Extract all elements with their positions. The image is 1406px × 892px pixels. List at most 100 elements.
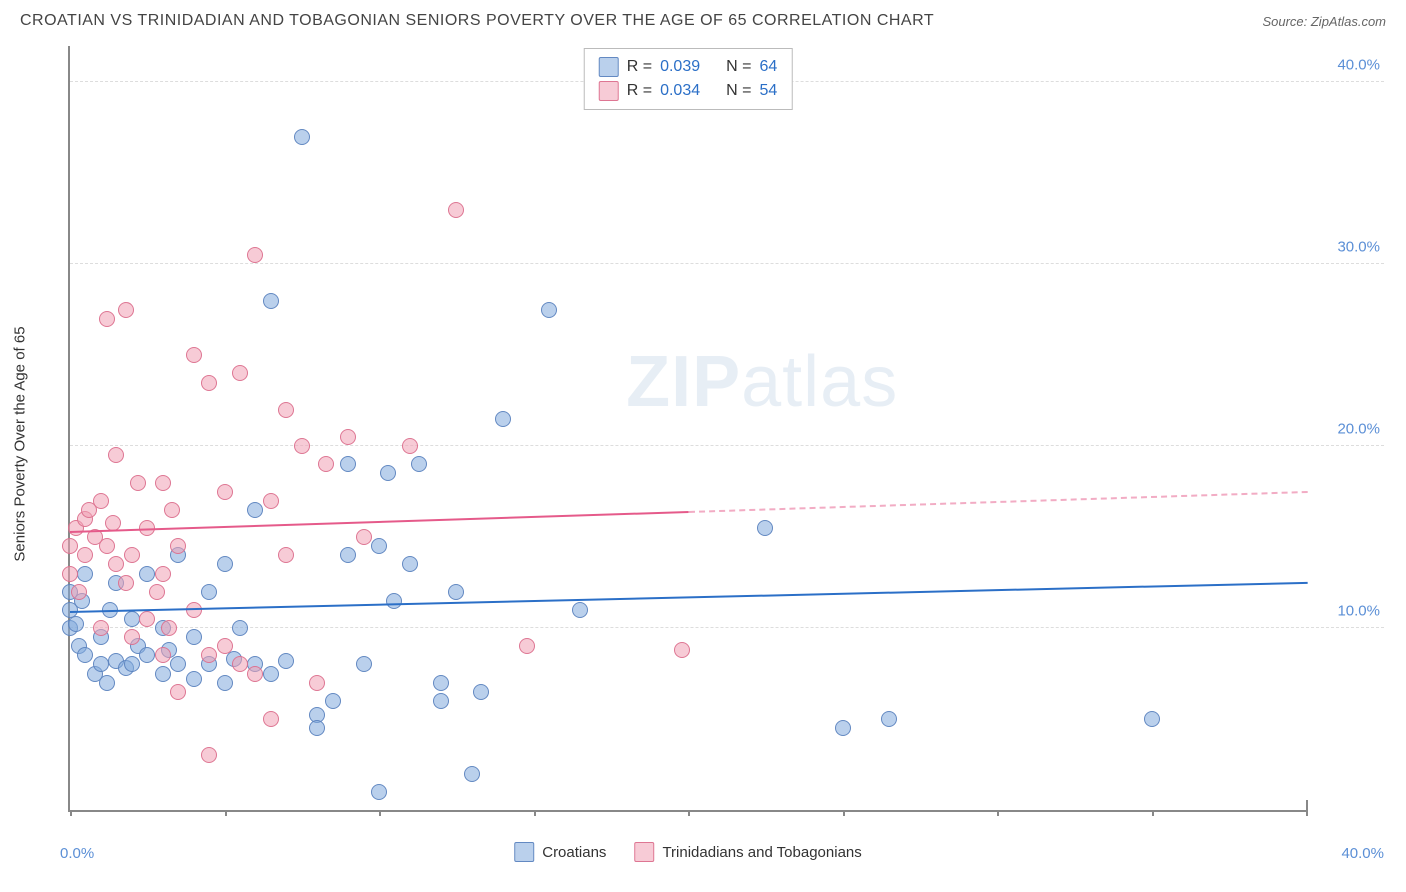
scatter-point xyxy=(201,647,217,663)
scatter-point xyxy=(201,375,217,391)
chart-container: Seniors Poverty Over the Age of 65 ZIPat… xyxy=(50,46,1386,842)
scatter-point xyxy=(247,502,263,518)
swatch-pink-icon xyxy=(599,81,619,101)
scatter-point xyxy=(105,515,121,531)
scatter-point xyxy=(81,502,97,518)
scatter-point xyxy=(124,547,140,563)
scatter-point xyxy=(232,620,248,636)
scatter-point xyxy=(448,202,464,218)
y-tick-label: 30.0% xyxy=(1337,239,1384,256)
r-value-trinidadians: 0.034 xyxy=(660,82,700,100)
swatch-pink-icon xyxy=(634,842,654,862)
y-tick-label: 40.0% xyxy=(1337,57,1384,74)
scatter-point xyxy=(433,693,449,709)
legend-correlation-box: R = 0.039 N = 64 R = 0.034 N = 54 xyxy=(584,48,793,110)
scatter-point xyxy=(757,520,773,536)
scatter-point xyxy=(519,638,535,654)
scatter-point xyxy=(835,720,851,736)
y-axis-label: Seniors Poverty Over the Age of 65 xyxy=(12,326,29,561)
scatter-point xyxy=(402,438,418,454)
swatch-blue-icon xyxy=(599,57,619,77)
scatter-point xyxy=(881,711,897,727)
legend-row-croatians: R = 0.039 N = 64 xyxy=(599,55,778,79)
scatter-point xyxy=(130,475,146,491)
scatter-point xyxy=(77,547,93,563)
x-tick-mark xyxy=(379,810,381,816)
scatter-point xyxy=(278,547,294,563)
scatter-point xyxy=(217,675,233,691)
scatter-point xyxy=(71,584,87,600)
scatter-point xyxy=(201,747,217,763)
scatter-point xyxy=(294,438,310,454)
scatter-point xyxy=(186,629,202,645)
scatter-point xyxy=(448,584,464,600)
scatter-point xyxy=(232,656,248,672)
scatter-point xyxy=(118,575,134,591)
x-tick-mark xyxy=(1152,810,1154,816)
scatter-point xyxy=(411,456,427,472)
scatter-point xyxy=(99,675,115,691)
scatter-point xyxy=(340,547,356,563)
scatter-point xyxy=(155,475,171,491)
watermark: ZIPatlas xyxy=(626,341,898,423)
scatter-point xyxy=(77,566,93,582)
n-value-trinidadians: 54 xyxy=(759,82,777,100)
x-tick-label: 40.0% xyxy=(1341,845,1384,862)
legend-row-trinidadians: R = 0.034 N = 54 xyxy=(599,79,778,103)
scatter-point xyxy=(68,616,84,632)
scatter-point xyxy=(170,538,186,554)
scatter-point xyxy=(149,584,165,600)
scatter-point xyxy=(263,666,279,682)
scatter-point xyxy=(263,711,279,727)
scatter-point xyxy=(278,653,294,669)
scatter-point xyxy=(139,566,155,582)
scatter-point xyxy=(139,647,155,663)
trendline xyxy=(70,511,689,533)
x-tick-label: 0.0% xyxy=(60,845,94,862)
trendline-dashed xyxy=(689,491,1308,513)
scatter-point xyxy=(318,456,334,472)
scatter-point xyxy=(93,656,109,672)
scatter-point xyxy=(572,602,588,618)
scatter-point xyxy=(278,402,294,418)
gridline xyxy=(70,263,1384,264)
scatter-point xyxy=(170,656,186,672)
scatter-point xyxy=(155,566,171,582)
legend-item-croatians: Croatians xyxy=(514,842,606,862)
x-tick-mark xyxy=(997,810,999,816)
scatter-point xyxy=(99,311,115,327)
scatter-point xyxy=(139,611,155,627)
scatter-point xyxy=(93,620,109,636)
scatter-point xyxy=(99,538,115,554)
scatter-point xyxy=(309,675,325,691)
y-tick-label: 10.0% xyxy=(1337,603,1384,620)
n-value-croatians: 64 xyxy=(759,58,777,76)
scatter-point xyxy=(62,566,78,582)
scatter-point xyxy=(161,620,177,636)
x-tick-mark xyxy=(688,810,690,816)
scatter-point xyxy=(247,666,263,682)
x-tick-mark xyxy=(225,810,227,816)
scatter-point xyxy=(124,629,140,645)
source-label: Source: ZipAtlas.com xyxy=(1262,14,1386,29)
scatter-point xyxy=(164,502,180,518)
scatter-point xyxy=(108,447,124,463)
scatter-point xyxy=(263,293,279,309)
scatter-point xyxy=(118,302,134,318)
scatter-point xyxy=(217,638,233,654)
x-tick-mark xyxy=(70,810,72,816)
trendline xyxy=(70,582,1308,613)
scatter-point xyxy=(186,347,202,363)
scatter-point xyxy=(170,684,186,700)
legend-item-trinidadians: Trinidadians and Tobagonians xyxy=(634,842,861,862)
scatter-point xyxy=(232,365,248,381)
plot-area: ZIPatlas R = 0.039 N = 64 R = 0.034 N = … xyxy=(68,46,1306,812)
x-tick-mark xyxy=(843,810,845,816)
scatter-point xyxy=(340,429,356,445)
scatter-point xyxy=(186,671,202,687)
scatter-point xyxy=(294,129,310,145)
legend-series: Croatians Trinidadians and Tobagonians xyxy=(514,842,862,862)
scatter-point xyxy=(464,766,480,782)
scatter-point xyxy=(386,593,402,609)
scatter-point xyxy=(263,493,279,509)
